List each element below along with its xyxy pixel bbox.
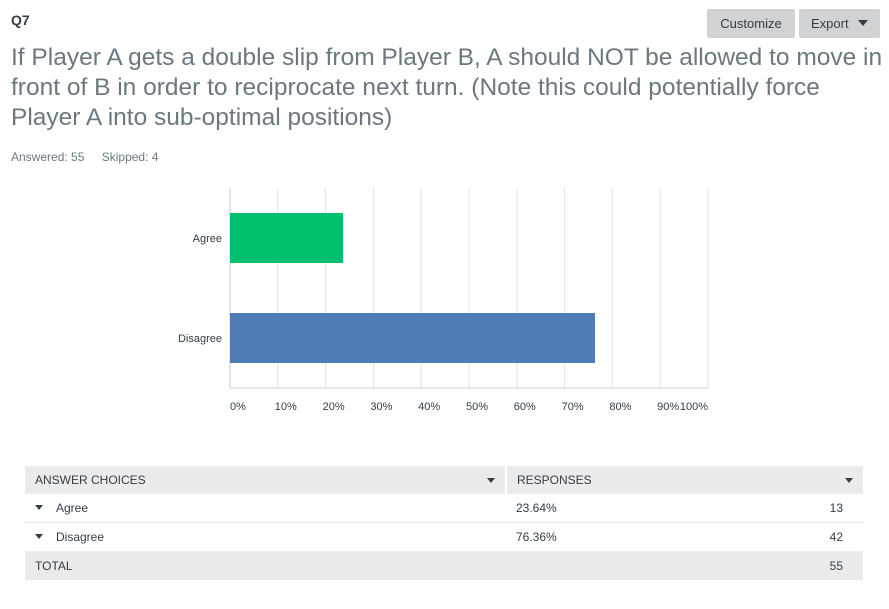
bar-disagree — [230, 313, 596, 363]
response-percent: 76.36% — [506, 522, 715, 552]
response-count: 13 — [714, 494, 863, 523]
header-responses-label: RESPONSES — [517, 473, 592, 487]
response-percent: 23.64% — [506, 494, 715, 523]
x-tick-label: 60% — [514, 401, 536, 413]
answer-choice-label: Agree — [56, 501, 89, 515]
question-number: Q7 — [11, 12, 30, 28]
bar-chart: 0% 10% 20% 30% 40% 50% 60% 70% 80% 90% 100% Agree Di… — [178, 188, 709, 413]
export-button-label: Export — [811, 16, 849, 31]
sort-dropdown-icon — [487, 478, 495, 483]
x-tick-label: 40% — [418, 401, 440, 413]
x-tick-label: 0% — [230, 401, 246, 413]
header-answer-choices-label: ANSWER CHOICES — [35, 473, 146, 487]
response-count: 42 — [714, 522, 863, 552]
answer-choice-cell[interactable]: Disagree — [25, 522, 506, 552]
bar-agree — [230, 213, 343, 263]
x-tick-label: 10% — [275, 401, 297, 413]
x-tick-label: 50% — [466, 401, 488, 413]
answered-count: Answered: 55 — [11, 150, 85, 164]
category-label: Agree — [193, 233, 222, 245]
answer-choice-label: Disagree — [56, 530, 105, 544]
responses-table: ANSWER CHOICES RESPONSES Agree 23.64% 13… — [25, 466, 863, 580]
sort-dropdown-icon — [845, 478, 853, 483]
x-tick-label: 80% — [609, 401, 631, 413]
x-tick-label: 70% — [562, 401, 584, 413]
total-label: TOTAL — [25, 551, 506, 580]
x-tick-label: 30% — [370, 401, 392, 413]
caret-down-icon — [858, 20, 868, 26]
total-count: 55 — [714, 551, 863, 580]
question-title: If Player A gets a double slip from Play… — [11, 44, 883, 131]
table-row: Disagree 76.36% 42 — [25, 522, 863, 552]
answer-choice-cell[interactable]: Agree — [25, 494, 506, 523]
customize-button[interactable]: Customize — [707, 9, 795, 38]
header-responses[interactable]: RESPONSES — [506, 466, 863, 494]
x-tick-label: 90% — [657, 401, 679, 413]
header-answer-choices[interactable]: ANSWER CHOICES — [25, 466, 507, 494]
x-tick-label: 100% — [680, 401, 708, 413]
total-row: TOTAL 55 — [25, 551, 863, 580]
export-button[interactable]: Export — [799, 9, 880, 38]
expand-caret-icon[interactable] — [35, 505, 43, 511]
x-tick-label: 20% — [323, 401, 345, 413]
skipped-count: Skipped: 4 — [101, 150, 159, 164]
table-row: Agree 23.64% 13 — [25, 494, 863, 523]
category-label: Disagree — [178, 333, 222, 345]
expand-caret-icon[interactable] — [35, 534, 43, 540]
response-stats: Answered: 55 Skipped: 4 — [11, 150, 172, 164]
